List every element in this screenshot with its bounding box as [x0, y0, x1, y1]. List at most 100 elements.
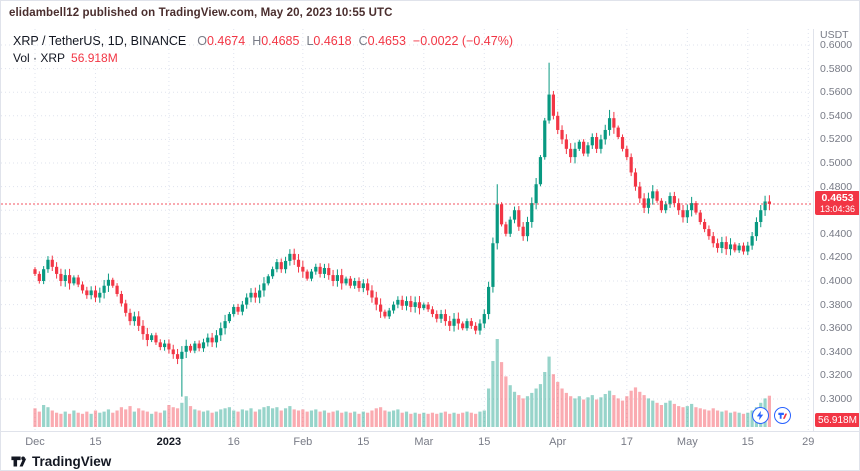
candle-body [746, 245, 750, 252]
candle-body [301, 266, 305, 272]
volume-bar [111, 412, 115, 427]
candle-body [443, 314, 447, 322]
volume-bar [638, 391, 642, 427]
candle-body [271, 269, 275, 277]
candle-body [391, 304, 396, 311]
volume-bar [664, 402, 668, 427]
volume-bar [137, 408, 141, 427]
candle-body [556, 115, 560, 130]
volume-bar [175, 408, 180, 427]
candle-body [512, 210, 517, 220]
volume-bar [430, 412, 435, 427]
brand-wordmark[interactable]: TradingView [32, 454, 112, 469]
candle-body [42, 269, 46, 281]
volume-bar [348, 412, 352, 427]
candle-body [158, 342, 162, 348]
volume-bar [461, 412, 465, 427]
candle-body [279, 262, 283, 270]
volume-bar [646, 398, 651, 427]
volume-bar [214, 411, 219, 427]
candle-body [409, 301, 413, 307]
candle-body [573, 148, 577, 158]
volume-bar [465, 411, 469, 427]
price-axis[interactable]: USDT 0.6000 0.5800 0.5600 0.5400 0.5200 0.500… [813, 29, 859, 431]
volume-bar [124, 409, 128, 427]
tradingview-round-icon[interactable] [774, 407, 791, 424]
candle-body [461, 323, 465, 329]
candle-body [33, 269, 37, 274]
candle-body [102, 285, 106, 293]
candle-body [763, 201, 767, 211]
volume-bar [534, 388, 538, 427]
volume-bar [283, 408, 288, 427]
time-axis-label: 15 [478, 436, 491, 448]
price-chart[interactable] [1, 29, 813, 431]
candle-body [366, 283, 370, 291]
tradingview-logo-icon[interactable] [10, 453, 27, 470]
candle-body [547, 94, 551, 121]
volume-bar [417, 413, 422, 427]
volume-bar [296, 410, 301, 427]
time-axis-label: 15 [357, 436, 370, 448]
candle-body [150, 335, 154, 340]
volume-bar [616, 398, 620, 427]
volume-bar [530, 392, 534, 427]
time-axis-label: 15 [741, 436, 754, 448]
volume-bar [63, 411, 67, 427]
candle-body [698, 212, 702, 222]
candle-body [223, 321, 227, 329]
volume-bar [266, 406, 270, 427]
candle-body [724, 242, 728, 250]
time-axis[interactable]: Dec 15 2023 16 Feb 15 Mar 15 Apr 17 May 15 29 [1, 431, 859, 453]
candle-body [504, 224, 508, 234]
candle-body [89, 290, 93, 296]
candle-body [262, 283, 266, 291]
price-tick-label: 0.5400 [820, 109, 853, 122]
candle-body [245, 297, 249, 305]
candle-body [417, 302, 422, 309]
legend-change: −0.0022 (−0.47%) [412, 34, 513, 48]
price-tick-label: 0.4400 [820, 227, 853, 240]
candlestick-chart-svg[interactable] [1, 29, 813, 431]
candle-body [387, 310, 391, 317]
candle-body [655, 191, 659, 201]
candle-body [690, 203, 694, 211]
volume-bar [193, 409, 197, 427]
volume-bar [318, 411, 322, 427]
volume-bar [93, 410, 98, 427]
candle-body [642, 198, 646, 208]
legend-ohlc-label: H [252, 34, 262, 48]
candle-body [452, 318, 456, 326]
volume-bar [258, 409, 262, 427]
volume-bar [517, 395, 521, 427]
volume-bar [521, 398, 525, 427]
lightning-reaction-icon[interactable] [752, 407, 769, 424]
volume-bar [141, 410, 145, 427]
volume-bar [612, 395, 616, 427]
time-axis-label: Mar [414, 436, 434, 448]
price-tick-label: 0.4200 [820, 251, 853, 264]
candle-body [236, 306, 240, 312]
legend-ohlc-label: C [358, 34, 368, 48]
candle-body [499, 204, 504, 225]
volume-bar [413, 412, 417, 427]
grid-lines [1, 29, 813, 431]
volume-bar [681, 407, 685, 427]
candle-body [469, 321, 473, 326]
candle-body [171, 349, 175, 355]
volume-bar [150, 413, 154, 427]
symbol-title[interactable]: XRP / TetherUS, 1D, BINANCE [13, 34, 187, 48]
last-price-value: 0.4653 [821, 191, 854, 204]
time-axis-label: Feb [293, 436, 313, 448]
candle-body [201, 342, 206, 349]
volume-bar [690, 403, 694, 427]
volume-bar [292, 409, 296, 427]
volume-bar [223, 408, 227, 427]
volume-bar [651, 400, 655, 427]
volume-bar [55, 412, 59, 427]
volume-bar [387, 411, 391, 427]
volume-bar [741, 413, 746, 427]
candle-body [404, 301, 409, 306]
candle-body [370, 290, 374, 298]
volume-bar [590, 395, 594, 427]
